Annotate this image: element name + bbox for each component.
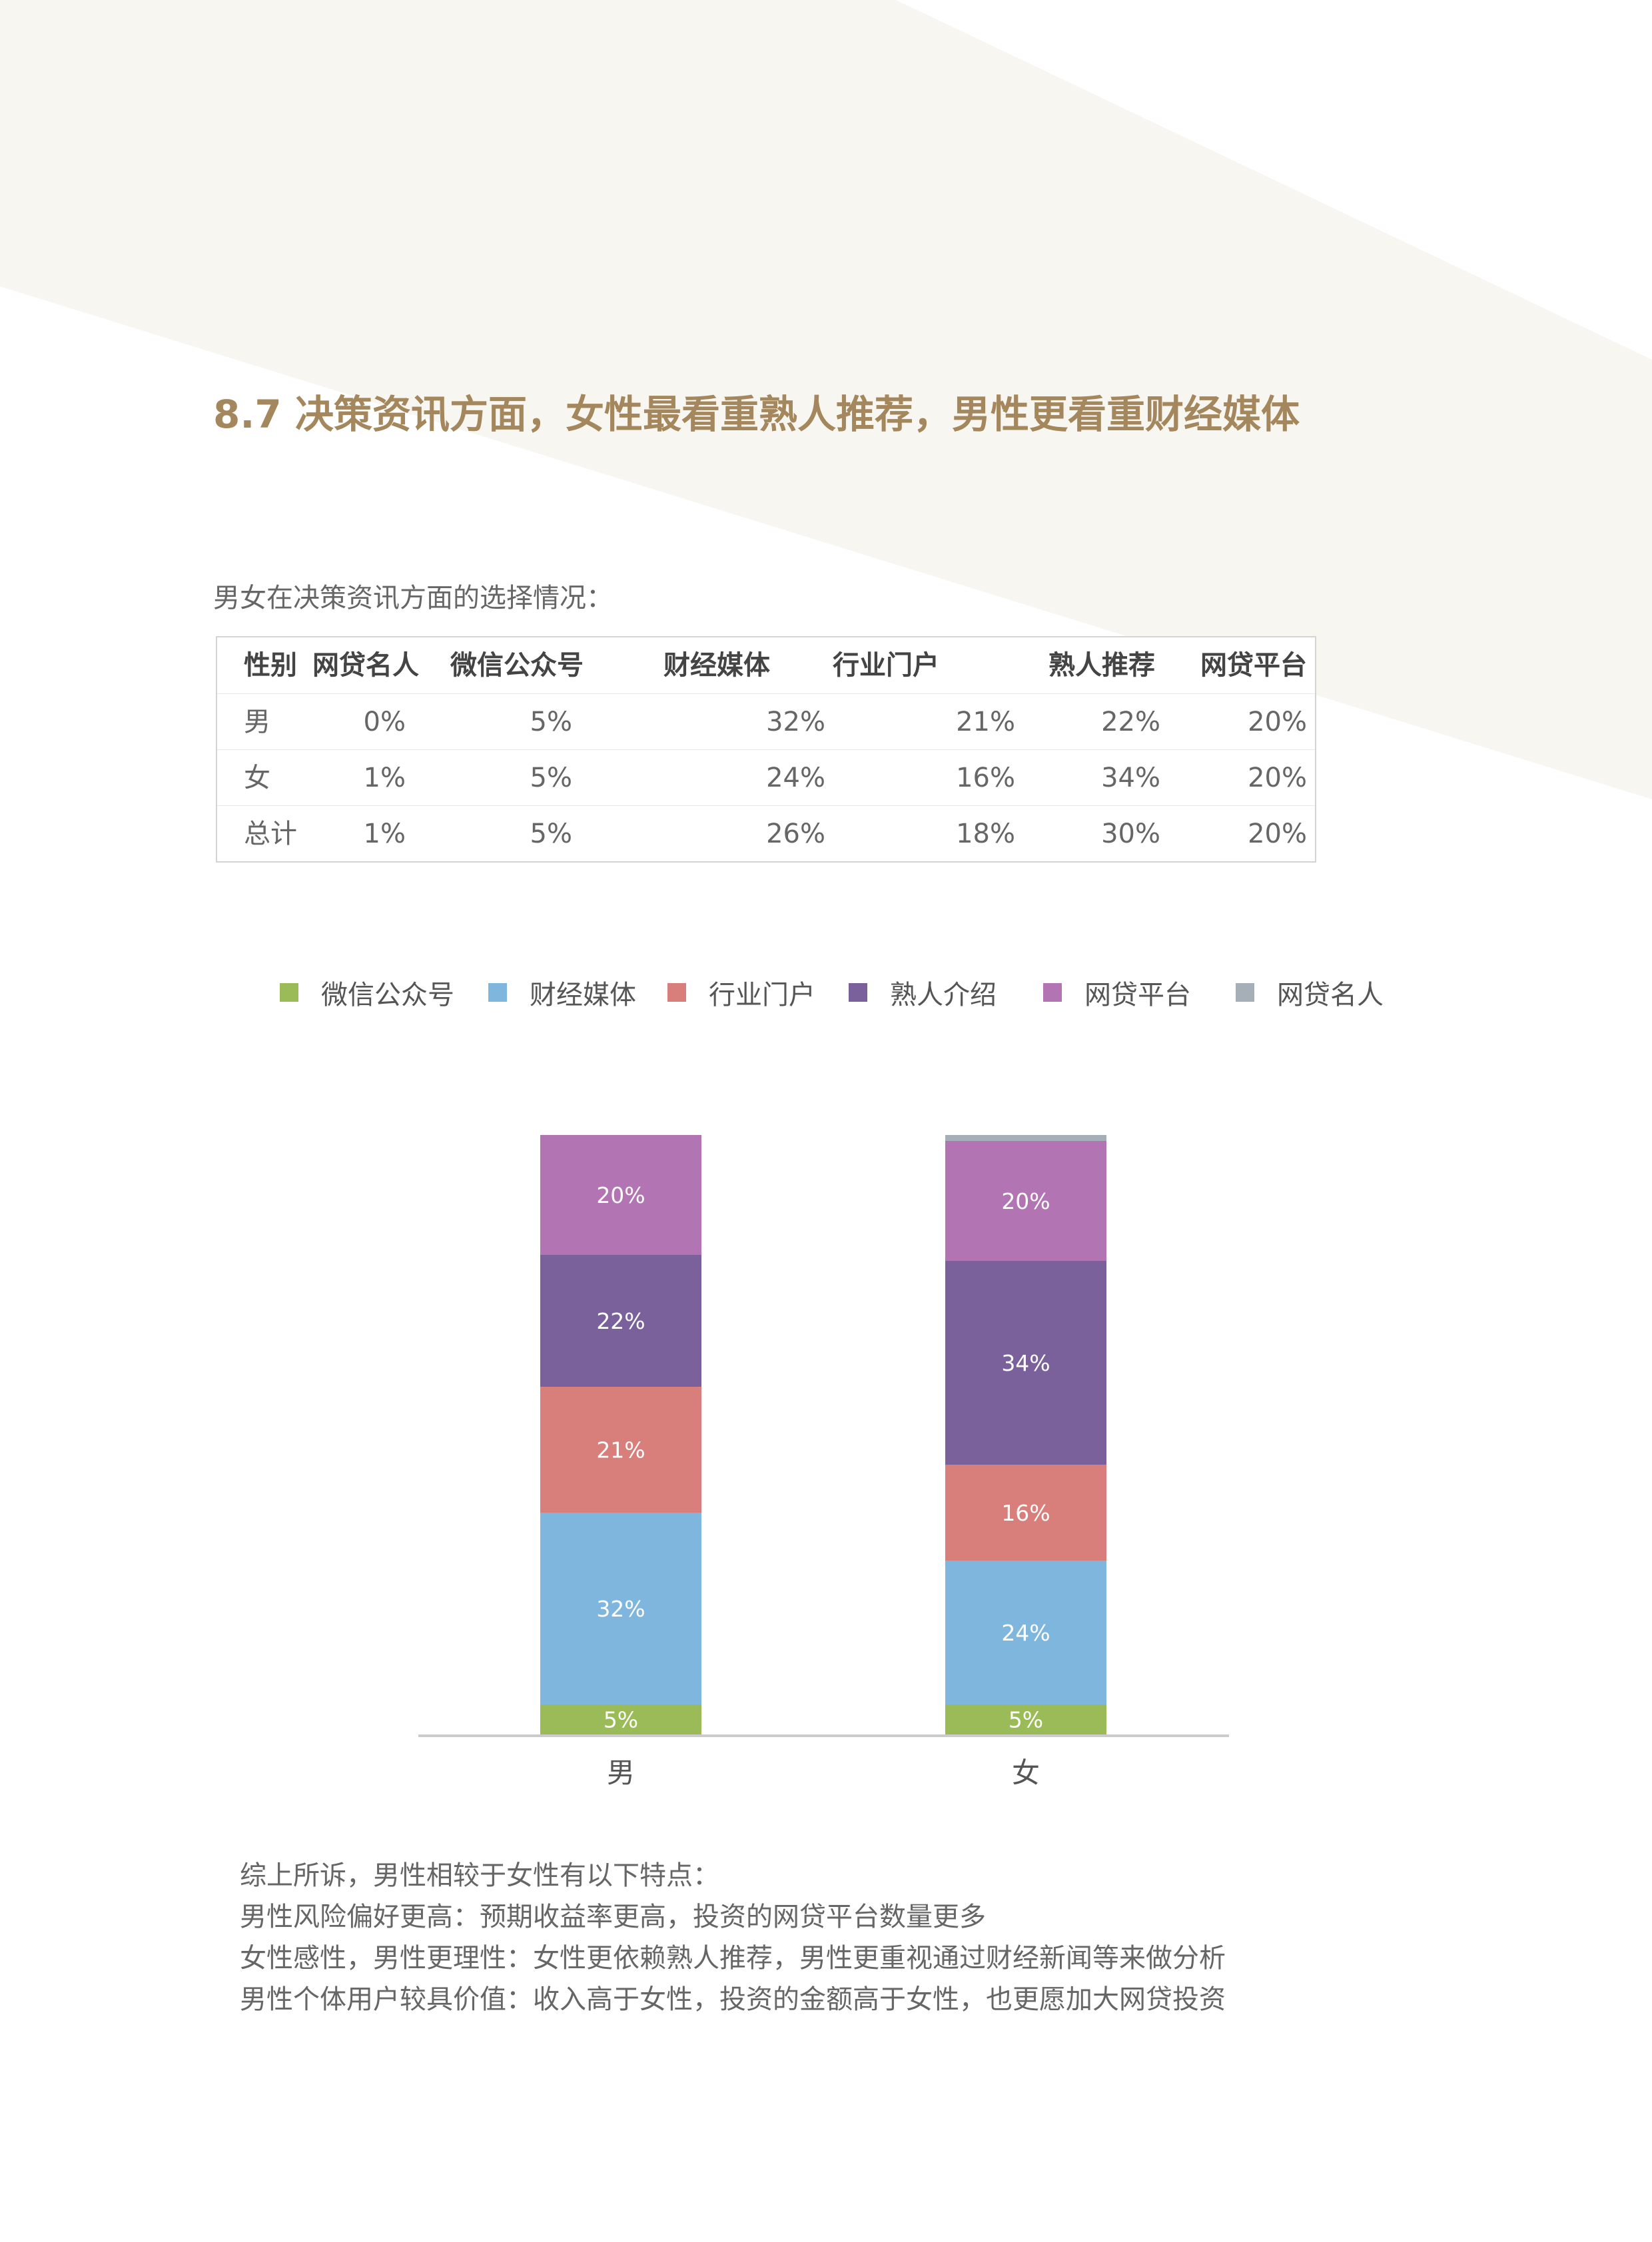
table-header-cell: 性别 (244, 650, 297, 681)
table-cell: 1% (363, 763, 406, 793)
chart-legend: 微信公众号 财经媒体 行业门户 熟人介绍 网贷平台 网贷名人 (0, 969, 1652, 1016)
table-cell: 20% (1248, 763, 1307, 793)
table-cell: 16% (956, 763, 1015, 793)
table-cell: 女 (244, 763, 270, 793)
legend-label: 财经媒体 (530, 980, 636, 1010)
table-cell: 24% (766, 763, 825, 793)
summary: 综上所诉，男性相较于女性有以下特点： 男性风险偏好更高：预期收益率更高，投资的网… (240, 1855, 1226, 2020)
bar-segment (945, 1704, 1106, 1734)
legend-label: 熟人介绍 (890, 980, 997, 1010)
legend-item: 微信公众号 (280, 969, 454, 1016)
data-label: 20% (596, 1182, 645, 1208)
data-label: 21% (596, 1437, 645, 1463)
table-row: 男 0% 5% 32% 21% 22% 20% (217, 693, 1315, 750)
legend-label: 行业门户 (709, 980, 815, 1010)
data-label: 20% (1001, 1188, 1050, 1214)
summary-line: 女性感性，男性更理性：女性更依赖熟人推荐，男性更重视通过财经新闻等来做分析 (240, 1943, 1226, 1974)
data-label: 22% (596, 1308, 645, 1334)
data-label: 16% (1001, 1500, 1050, 1526)
legend-item: 行业门户 (667, 969, 815, 1016)
table-header-cell: 行业门户 (833, 650, 939, 681)
bar-segment (540, 1513, 701, 1704)
bar-segment (945, 1135, 1106, 1141)
table-cell: 0% (363, 707, 406, 737)
legend-label: 微信公众号 (321, 980, 454, 1010)
table-cell: 30% (1101, 819, 1160, 849)
table-header-cell: 微信公众号 (450, 650, 584, 681)
x-tick-label: 男 (607, 1756, 635, 1789)
data-table: 性别 网贷名人 微信公众号 财经媒体 行业门户 熟人推荐 网贷平台 男 0% 5… (216, 636, 1316, 863)
table-cell: 32% (766, 707, 825, 737)
table-cell: 26% (766, 819, 825, 849)
legend-item: 网贷名人 (1236, 969, 1384, 1016)
bar-segment (540, 1387, 701, 1513)
table-row: 女 1% 5% 24% 16% 34% 20% (217, 749, 1315, 806)
bar-segment (945, 1141, 1106, 1261)
bar-segment (945, 1561, 1106, 1704)
table-cell: 男 (244, 707, 270, 737)
table-cell: 5% (530, 819, 572, 849)
legend-swatch (667, 983, 686, 1002)
table-cell: 5% (530, 707, 572, 737)
legend-item: 熟人介绍 (849, 969, 997, 1016)
data-label: 24% (1001, 1620, 1050, 1646)
table-header-cell: 网贷平台 (1200, 650, 1307, 681)
table-cell: 20% (1248, 819, 1307, 849)
data-label: 5% (604, 1707, 638, 1733)
table-cell: 22% (1101, 707, 1160, 737)
table-header-cell: 财经媒体 (663, 650, 770, 681)
x-tick-label: 女 (1012, 1756, 1040, 1789)
bar-segment (540, 1135, 701, 1255)
table-cell: 18% (956, 819, 1015, 849)
bar-segment (540, 1704, 701, 1734)
legend-swatch (1236, 983, 1254, 1002)
data-label: 32% (596, 1596, 645, 1622)
table-cell: 21% (956, 707, 1015, 737)
table-cell: 总计 (244, 819, 297, 849)
legend-swatch (280, 983, 298, 1002)
section-title: 8.7 决策资讯方面，女性最看重熟人推荐，男性更看重财经媒体 (213, 392, 1300, 437)
summary-line: 男性风险偏好更高：预期收益率更高，投资的网贷平台数量更多 (240, 1902, 986, 1932)
legend-item: 网贷平台 (1043, 969, 1191, 1016)
table-caption: 男女在决策资讯方面的选择情况： (213, 583, 613, 613)
data-label: 5% (1009, 1707, 1043, 1733)
legend-swatch (849, 983, 867, 1002)
summary-line: 综上所诉，男性相较于女性有以下特点： (240, 1860, 719, 1891)
summary-line: 男性个体用户较具价值：收入高于女性，投资的金额高于女性，也更愿加大网贷投资 (240, 1984, 1226, 2015)
bar-segment (945, 1465, 1106, 1561)
legend-item: 财经媒体 (488, 969, 636, 1016)
table-header-row: 性别 网贷名人 微信公众号 财经媒体 行业门户 熟人推荐 网贷平台 (217, 637, 1315, 693)
table-cell: 1% (363, 819, 406, 849)
bar-segment (540, 1255, 701, 1387)
table-cell: 20% (1248, 707, 1307, 737)
bar-segment (945, 1261, 1106, 1465)
table-row: 总计 1% 5% 26% 18% 30% 20% (217, 805, 1315, 862)
legend-swatch (488, 983, 507, 1002)
table-cell: 5% (530, 763, 572, 793)
data-label: 34% (1001, 1350, 1050, 1376)
legend-swatch (1043, 983, 1062, 1002)
table-header-cell: 熟人推荐 (1048, 650, 1155, 681)
legend-label: 网贷平台 (1084, 980, 1191, 1010)
table-cell: 34% (1101, 763, 1160, 793)
legend-label: 网贷名人 (1277, 980, 1384, 1010)
table-header-cell: 网贷名人 (312, 650, 419, 681)
